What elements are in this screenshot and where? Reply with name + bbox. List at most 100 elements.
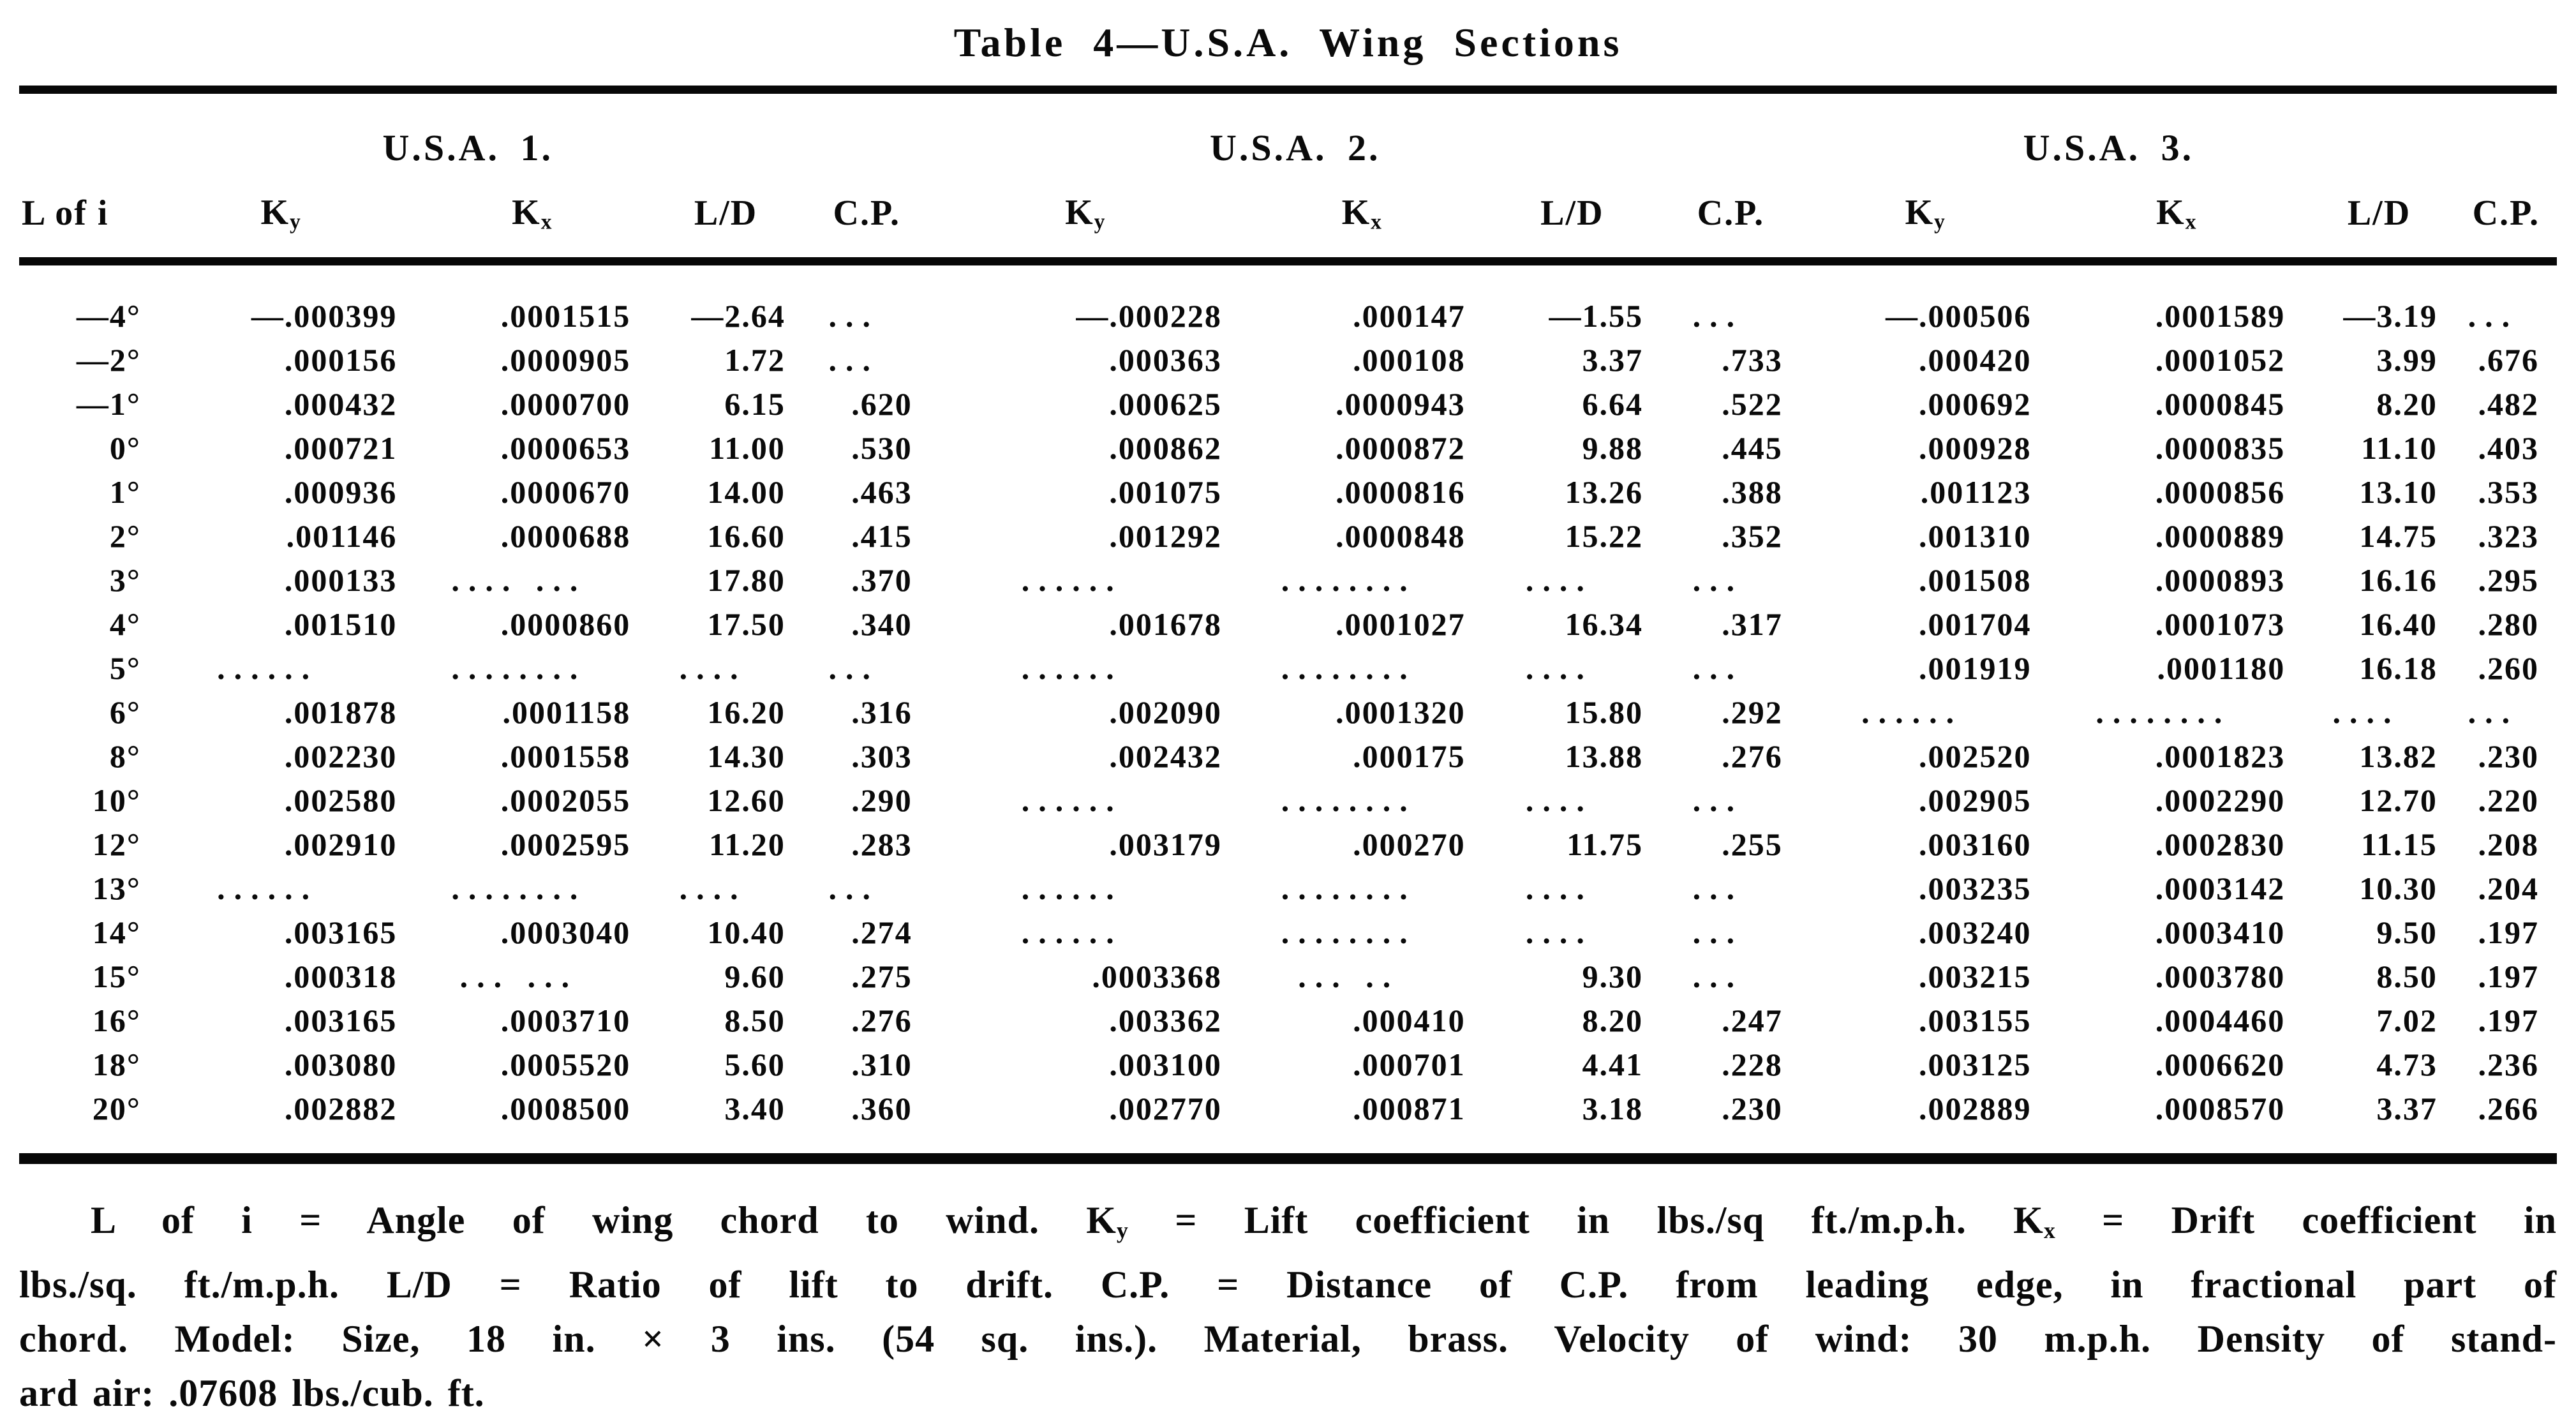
table-cell: .295 bbox=[2478, 562, 2539, 598]
table-cell: .... bbox=[679, 650, 747, 686]
angle-cell: 15° bbox=[92, 958, 141, 994]
column-header: Kx bbox=[2049, 169, 2304, 265]
table-row: 0° .000721 .0000653 11.00 .530 .000862 .000087… bbox=[19, 426, 2557, 470]
table-header: U.S.A. 1. U.S.A. 2. U.S.A. 3. L of i Ky Kx L/D… bbox=[19, 94, 2557, 265]
table-cell: .000410 bbox=[1353, 1002, 1466, 1038]
table-cell: .0003710 bbox=[500, 1002, 631, 1038]
table-cell: .000147 bbox=[1353, 297, 1466, 334]
table-cell: .002432 bbox=[1109, 738, 1222, 774]
table-cell: .0000688 bbox=[500, 518, 631, 554]
table-cell: .0003410 bbox=[2155, 914, 2286, 950]
table-cell: 14.75 bbox=[2359, 518, 2438, 554]
table-cell: .002230 bbox=[284, 738, 398, 774]
table-cell: ........ bbox=[1281, 870, 1417, 906]
table-cell: 9.50 bbox=[2376, 914, 2438, 950]
table-cell: .415 bbox=[851, 518, 912, 554]
table-cell: ... bbox=[2468, 694, 2519, 730]
wing-sections-table: U.S.A. 1. U.S.A. 2. U.S.A. 3. L of i Ky Kx L/D… bbox=[19, 94, 2557, 1130]
table-cell: ... bbox=[1692, 870, 1744, 906]
bottom-rule bbox=[19, 1153, 2557, 1164]
table-cell: .002910 bbox=[284, 826, 398, 862]
table-cell: .0002055 bbox=[500, 782, 631, 818]
table-cell: .0003142 bbox=[2155, 870, 2286, 906]
table-cell: 11.75 bbox=[1567, 826, 1644, 862]
table-cell: .0000653 bbox=[500, 429, 631, 466]
table-cell: .370 bbox=[851, 562, 912, 598]
table-cell: .001146 bbox=[286, 518, 398, 554]
table-cell: .353 bbox=[2478, 474, 2539, 510]
table-cell: .... bbox=[1525, 914, 1593, 950]
table-cell: .463 bbox=[851, 474, 912, 510]
column-header: Kx bbox=[1239, 169, 1484, 265]
table-cell: 8.50 bbox=[724, 1002, 785, 1038]
table-cell: .003100 bbox=[1109, 1046, 1222, 1082]
table-cell: .001292 bbox=[1109, 518, 1222, 554]
table-cell: .0001073 bbox=[2155, 606, 2286, 642]
table-cell: 4.73 bbox=[2376, 1046, 2438, 1082]
table-cell: .003165 bbox=[284, 1002, 398, 1038]
table-cell: .002905 bbox=[1919, 782, 2032, 818]
table-cell: —1.55 bbox=[1549, 297, 1644, 334]
angle-cell: —2° bbox=[76, 341, 141, 378]
table-cell: .0002595 bbox=[500, 826, 631, 862]
table-cell: 12.70 bbox=[2359, 782, 2438, 818]
table-cell: .003240 bbox=[1919, 914, 2032, 950]
angle-cell: 6° bbox=[109, 694, 141, 730]
table-cell: .001510 bbox=[284, 606, 398, 642]
table-cell: .000363 bbox=[1109, 341, 1222, 378]
table-row: 15° .000318 ... ... 9.60 .275 .0003368 ... .. 9… bbox=[19, 954, 2557, 998]
table-cell: ... bbox=[828, 650, 880, 686]
angle-cell: 10° bbox=[92, 782, 141, 818]
table-cell: .283 bbox=[851, 826, 912, 862]
table-cell: .002889 bbox=[1919, 1090, 2032, 1126]
table-cell: ... bbox=[1692, 562, 1744, 598]
table-cell: —.000506 bbox=[1886, 297, 2032, 334]
table-cell: .003179 bbox=[1109, 826, 1222, 862]
table-cell: ........ bbox=[1281, 562, 1417, 598]
table-cell: .208 bbox=[2478, 826, 2539, 862]
table-cell: ........ bbox=[2096, 694, 2231, 730]
footnote-line: L of i = Angle of wing chord to wind. Ky… bbox=[91, 1199, 2557, 1243]
column-header: C.P. bbox=[2455, 169, 2557, 265]
table-cell: .0003040 bbox=[500, 914, 631, 950]
column-header: L/D bbox=[648, 169, 803, 265]
table-cell: ...... bbox=[1021, 782, 1123, 818]
table-cell: .317 bbox=[1722, 606, 1783, 642]
group-header: U.S.A. 3. bbox=[2023, 127, 2194, 168]
table-cell: .275 bbox=[851, 958, 912, 994]
angle-cell: 18° bbox=[92, 1046, 141, 1082]
footnote-line: lbs./sq. ft./m.p.h. L/D = Ratio of lift … bbox=[19, 1263, 2557, 1306]
table-cell: .001310 bbox=[1919, 518, 2032, 554]
table-cell: .0000856 bbox=[2155, 474, 2286, 510]
group-header: U.S.A. 2. bbox=[1209, 127, 1381, 168]
table-cell: .001704 bbox=[1919, 606, 2032, 642]
column-header: Kx bbox=[415, 169, 649, 265]
table-cell: .197 bbox=[2478, 914, 2539, 950]
table-cell: 16.40 bbox=[2359, 606, 2438, 642]
angle-cell: 13° bbox=[92, 870, 141, 906]
footnote: L of i = Angle of wing chord to wind. Ky… bbox=[19, 1193, 2557, 1418]
table-cell: .266 bbox=[2478, 1090, 2539, 1126]
table-row: 14° .003165 .0003040 10.40 .274.............… bbox=[19, 910, 2557, 954]
table-cell: .388 bbox=[1722, 474, 1783, 510]
table-row: 3° .000133.... ... 17.80.370..............… bbox=[19, 558, 2557, 602]
top-rule bbox=[19, 86, 2557, 94]
table-cell: .0000816 bbox=[1336, 474, 1466, 510]
table-cell: .230 bbox=[1722, 1090, 1783, 1126]
table-cell: 10.40 bbox=[707, 914, 785, 950]
column-header: Ky bbox=[1800, 169, 2050, 265]
table-cell: 4.41 bbox=[1582, 1046, 1644, 1082]
table-cell: 17.80 bbox=[707, 562, 785, 598]
table-cell: .000721 bbox=[284, 429, 398, 466]
table-cell: .... bbox=[1525, 782, 1593, 818]
angle-cell: 16° bbox=[92, 1002, 141, 1038]
footnote-line: chord. Model: Size, 18 in. × 3 ins. (54 … bbox=[19, 1317, 2557, 1360]
footnote-line: ard air: .07608 lbs./cub. ft. bbox=[19, 1371, 485, 1414]
table-cell: ... bbox=[2468, 297, 2519, 334]
table-body: —4° —.000399 .0001515 —2.64... —.000228 .0001… bbox=[19, 262, 2557, 1131]
table-cell: .000175 bbox=[1353, 738, 1466, 774]
table-cell: .000420 bbox=[1919, 341, 2032, 378]
angle-cell: 12° bbox=[92, 826, 141, 862]
column-header-angle: L of i bbox=[19, 169, 146, 265]
